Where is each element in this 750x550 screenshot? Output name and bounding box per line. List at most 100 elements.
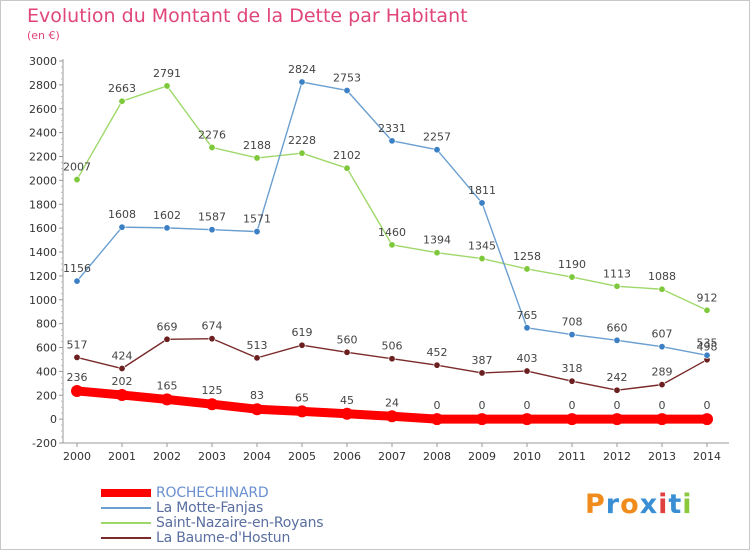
data-point (478, 369, 486, 377)
logo-letter: t (668, 489, 683, 520)
data-point (476, 413, 488, 426)
data-label: 1811 (468, 184, 496, 197)
data-label: 2257 (423, 131, 451, 144)
data-point (163, 335, 171, 343)
y-tick-label: 2000 (29, 174, 57, 187)
data-point (658, 381, 666, 389)
data-point (388, 355, 396, 363)
data-label: 2753 (333, 71, 361, 84)
data-label: 236 (67, 371, 88, 384)
data-point (433, 361, 441, 369)
logo-letter: x (639, 489, 659, 520)
data-label: 289 (652, 366, 673, 379)
data-label: 765 (517, 309, 538, 322)
data-point (656, 413, 668, 426)
data-label: 912 (697, 291, 718, 304)
data-point (611, 413, 623, 426)
logo-letter: i (682, 489, 693, 520)
legend-swatch-la-baume-d-hostun (101, 537, 151, 539)
data-label: 0 (614, 399, 621, 412)
y-tick-label: 2800 (29, 79, 57, 92)
data-point (386, 410, 398, 423)
data-point (701, 413, 713, 426)
data-point (73, 176, 81, 184)
data-point (613, 386, 621, 394)
data-point (523, 367, 531, 375)
data-label: 202 (112, 375, 133, 388)
y-tick-label: 1000 (29, 294, 57, 307)
y-tick-label: 200 (36, 389, 57, 402)
data-point (253, 228, 261, 236)
data-point (163, 224, 171, 232)
data-point (568, 273, 576, 281)
data-point (116, 389, 128, 402)
data-point (208, 226, 216, 234)
legend-label-rochechinard: ROCHECHINARD (156, 485, 269, 501)
data-point (251, 403, 263, 416)
data-label: 1113 (603, 267, 631, 280)
y-tick-label: 0 (50, 413, 57, 426)
data-point (523, 324, 531, 332)
logo-letter: P (585, 489, 606, 520)
data-point (521, 413, 533, 426)
y-tick-label: 1400 (29, 246, 57, 259)
data-point (523, 265, 531, 273)
data-label: 424 (112, 350, 133, 363)
data-label: 45 (340, 394, 354, 407)
data-point (433, 146, 441, 154)
legend-item-rochechinard: ROCHECHINARD (101, 485, 361, 501)
data-point (71, 384, 83, 397)
x-tick-label: 2001 (108, 450, 136, 463)
data-label: 242 (607, 371, 628, 384)
x-tick-label: 2004 (243, 450, 271, 463)
data-point (253, 354, 261, 362)
data-label: 1345 (468, 240, 496, 253)
data-point (388, 241, 396, 249)
data-point (433, 249, 441, 257)
data-label: 387 (472, 354, 493, 367)
data-label: 0 (569, 399, 576, 412)
x-tick-label: 2009 (468, 450, 496, 463)
data-label: 1156 (63, 262, 91, 275)
chart-subtitle: (en €) (27, 29, 60, 42)
y-tick-label: 400 (36, 365, 57, 378)
data-label: 0 (524, 399, 531, 412)
data-label: 0 (704, 399, 711, 412)
data-point (703, 351, 711, 359)
data-point (343, 164, 351, 172)
data-label: 708 (562, 316, 583, 329)
logo-letter: o (620, 489, 640, 520)
y-tick-label: 3000 (29, 55, 57, 68)
y-tick-label: 2600 (29, 103, 57, 116)
data-point (206, 398, 218, 411)
data-label: 1088 (648, 270, 676, 283)
logo-letter: r (605, 489, 621, 520)
data-point (566, 413, 578, 426)
x-tick-label: 2008 (423, 450, 451, 463)
data-label: 660 (607, 321, 628, 334)
y-tick-label: 1600 (29, 222, 57, 235)
data-label: 1258 (513, 250, 541, 263)
x-tick-label: 2014 (693, 450, 721, 463)
data-point (298, 78, 306, 86)
data-label: 607 (652, 328, 673, 341)
legend: ROCHECHINARD La Motte-Fanjas Saint-Nazai… (101, 485, 361, 546)
data-point (703, 306, 711, 314)
data-label: 535 (697, 336, 718, 349)
data-label: 2663 (108, 82, 136, 95)
logo-letter: i (658, 489, 669, 520)
data-label: 24 (385, 396, 399, 409)
data-label: 165 (157, 379, 178, 392)
y-tick-label: 2200 (29, 151, 57, 164)
data-point (388, 137, 396, 145)
data-label: 0 (479, 399, 486, 412)
data-point (208, 335, 216, 343)
data-label: 403 (517, 352, 538, 365)
legend-item-la-motte-fanjas: La Motte-Fanjas (101, 500, 361, 516)
data-label: 1608 (108, 208, 136, 221)
data-point (253, 154, 261, 162)
y-tick-label: 600 (36, 342, 57, 355)
legend-label-saint-nazaire: Saint-Nazaire-en-Royans (156, 515, 324, 531)
data-point (118, 223, 126, 231)
